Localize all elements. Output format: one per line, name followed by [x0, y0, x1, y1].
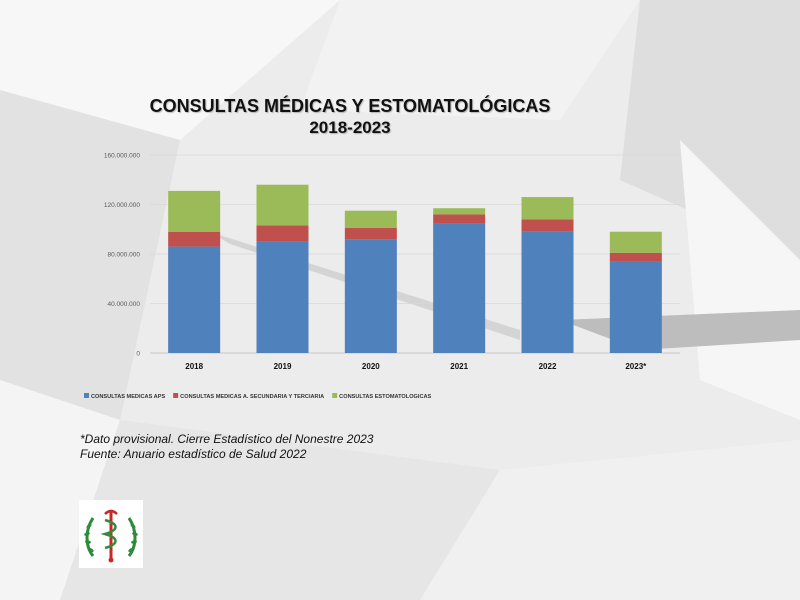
- legend-label: CONSULTAS ESTOMATOLOGICAS: [339, 394, 431, 400]
- bar-2023-series-0: [609, 261, 662, 353]
- x-tick-label: 2018: [185, 362, 203, 371]
- y-tick-label: 40.000.000: [107, 301, 140, 308]
- y-tick-label: 120.000.000: [104, 202, 141, 209]
- x-tick-label: 2022: [539, 362, 557, 371]
- y-axis-ticks: 0 40.000.000 80.000.000 120.000.000 160.000.…: [104, 153, 141, 358]
- bar-2021-series-1: [433, 214, 486, 224]
- bar-2023-series-1: [609, 252, 662, 262]
- bar-2020-series-2: [344, 210, 397, 229]
- legend-swatch: [84, 393, 89, 398]
- medical-caduceus-emblem-icon: [79, 500, 143, 568]
- bar-2023-series-2: [609, 231, 662, 253]
- bar-2021-series-0: [433, 223, 486, 353]
- legend-label: CONSULTAS MEDICAS A. SECUNDARIA Y TERCIA…: [180, 394, 324, 400]
- x-axis-ticks: 2018 2019 2020 2021 2022 2023*: [185, 362, 647, 371]
- bar-2022-series-2: [521, 197, 574, 220]
- legend-swatch: [332, 393, 338, 398]
- bar-2018-series-2: [168, 190, 221, 232]
- x-tick-label: 2020: [362, 362, 380, 371]
- bar-2020-series-1: [344, 228, 397, 240]
- chart-subtitle: 2018-2023: [309, 118, 391, 137]
- bar-2021-series-2: [433, 208, 486, 215]
- bar-2018-series-1: [168, 231, 221, 247]
- bar-2022-series-1: [521, 219, 574, 232]
- y-tick-label: 80.000.000: [107, 252, 140, 259]
- x-tick-label: 2023*: [625, 362, 647, 371]
- bar-2019-series-1: [256, 225, 309, 242]
- legend-swatch: [173, 393, 179, 398]
- provisional-note: *Dato provisional. Cierre Estadístico de…: [80, 432, 374, 446]
- x-tick-label: 2019: [274, 362, 292, 371]
- gridlines: [150, 154, 680, 354]
- x-tick-label: 2021: [450, 362, 468, 371]
- bar-2019-series-2: [256, 184, 309, 226]
- legend: CONSULTAS MEDICAS APS CONSULTAS MEDICAS A…: [84, 393, 432, 400]
- bar-2018-series-0: [168, 246, 221, 353]
- bar-2020-series-0: [344, 239, 397, 353]
- y-tick-label: 0: [136, 351, 140, 358]
- source-note: Fuente: Anuario estadístico de Salud 202…: [80, 447, 307, 461]
- bar-2019-series-0: [256, 241, 309, 353]
- chart-title: CONSULTAS MÉDICAS Y ESTOMATOLÓGICAS: [149, 96, 551, 116]
- legend-label: CONSULTAS MEDICAS APS: [91, 394, 165, 400]
- bar-2022-series-0: [521, 231, 574, 353]
- bars: [168, 184, 662, 353]
- y-tick-label: 160.000.000: [104, 153, 141, 160]
